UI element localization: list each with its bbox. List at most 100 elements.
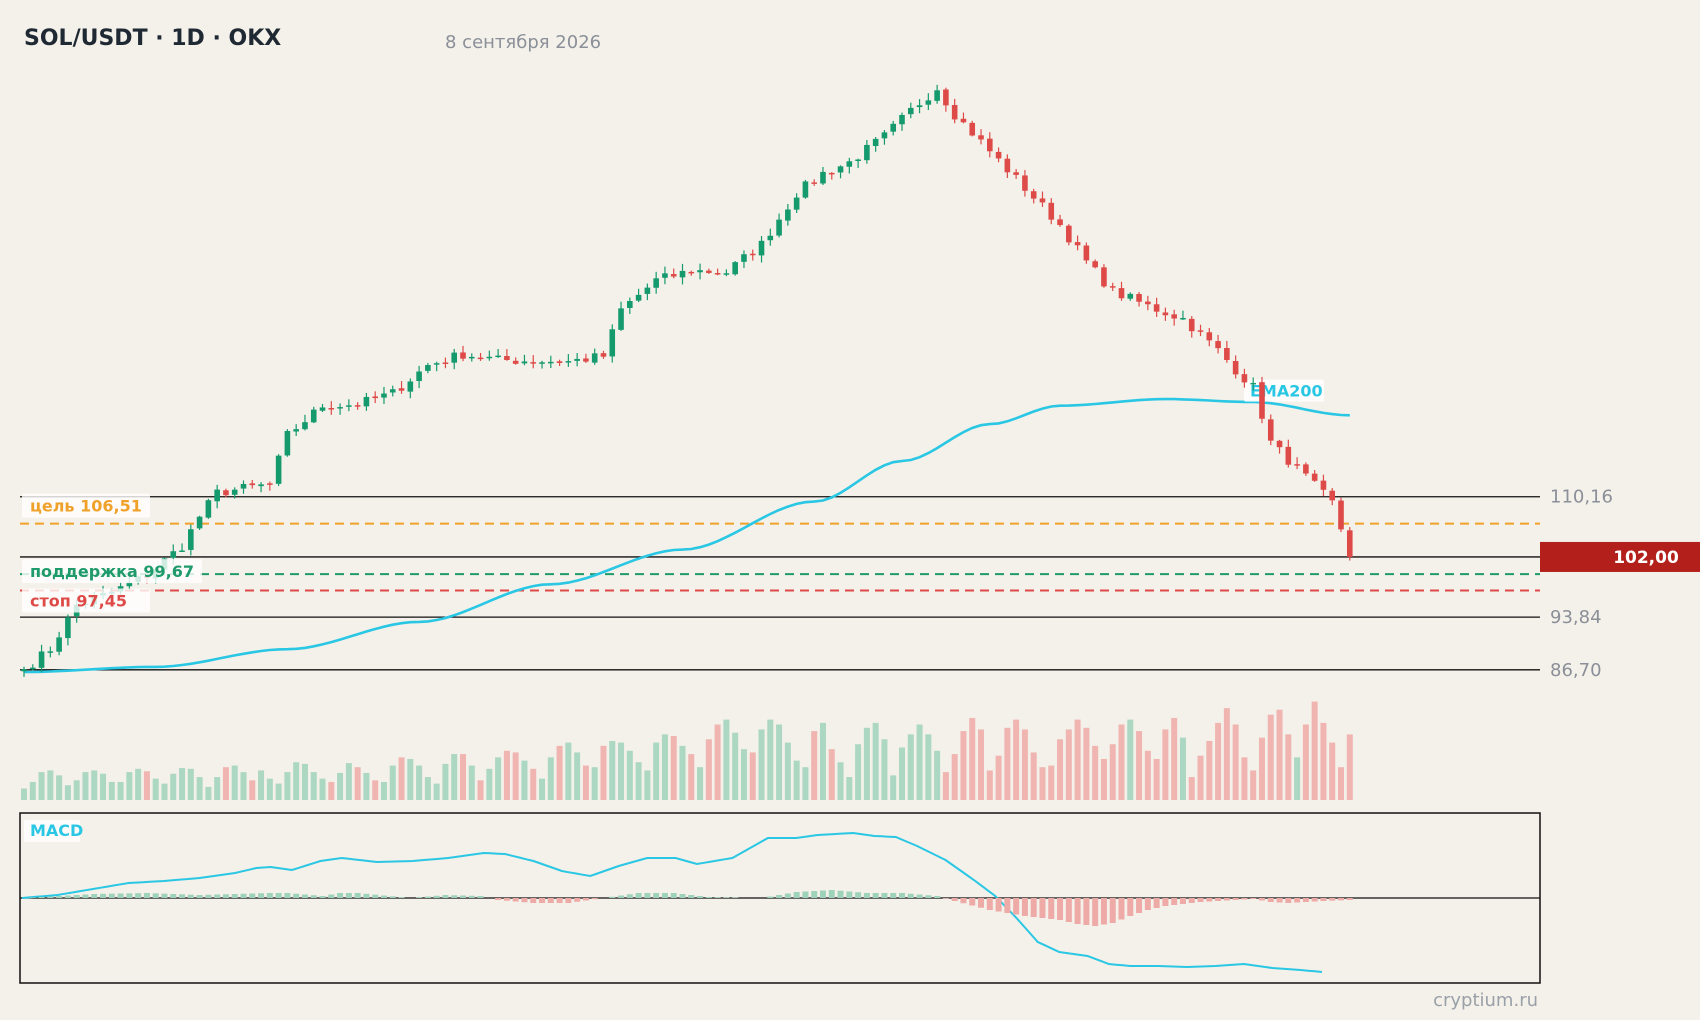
macd-hist-bar [354, 893, 361, 898]
candle-body [1338, 500, 1344, 530]
volume-bar [688, 754, 695, 800]
candle-body [372, 396, 378, 399]
macd-hist-bar [1004, 898, 1011, 913]
candle-body [416, 371, 422, 382]
volume-bar [82, 772, 89, 800]
volume-bar [56, 775, 63, 800]
volume-bar [802, 767, 809, 800]
macd-hist-bar [275, 893, 282, 898]
volume-bar [266, 778, 273, 800]
candle-body [1224, 347, 1230, 360]
macd-hist-bar [108, 893, 115, 898]
macd-hist-bar [442, 895, 449, 898]
macd-hist-bar [117, 893, 124, 898]
candle-body [1171, 314, 1177, 319]
macd-hist-bar [1267, 898, 1274, 902]
volume-bar [942, 772, 949, 800]
volume-bar [503, 750, 510, 800]
candle-body [1267, 419, 1274, 441]
volume-bar [477, 780, 484, 800]
candle-body [1048, 202, 1055, 220]
volume-bar [1153, 758, 1160, 800]
macd-hist-bar [793, 892, 800, 898]
volume-bar [644, 770, 651, 800]
macd-hist-bar [91, 894, 98, 898]
macd-hist-bar [828, 890, 835, 898]
volume-bar [152, 778, 159, 800]
volume-bar [635, 762, 642, 800]
volume-bar [354, 767, 361, 800]
candle-body [1118, 288, 1125, 299]
candle-body [205, 500, 212, 518]
volume-bar [863, 727, 870, 800]
macd-hist-bar [1100, 898, 1107, 925]
volume-bar [1083, 727, 1090, 800]
volume-bar [697, 767, 704, 800]
volume-bar [890, 775, 897, 800]
macd-hist-bar [1276, 898, 1283, 903]
candle-body [521, 361, 528, 364]
macd-hist-bar [214, 894, 221, 898]
support-label: поддержка 99,67 [30, 562, 194, 581]
macd-hist-bar [1338, 898, 1344, 901]
macd-hist-bar [644, 893, 651, 898]
candle-body [969, 122, 976, 136]
candle-body [337, 407, 343, 409]
candle-body [574, 358, 580, 361]
candle-body [1030, 191, 1037, 199]
volume-bar [723, 719, 730, 800]
volume-bar [925, 734, 932, 800]
volume-bar [170, 773, 177, 800]
volume-bar [916, 724, 923, 800]
macd-hist-bar [293, 893, 300, 898]
volume-bar [995, 755, 1002, 800]
macd-panel: MACD [19, 812, 1541, 984]
candle-body [354, 405, 361, 407]
volume-bar [1127, 719, 1134, 800]
candle-body [381, 393, 387, 398]
volume-bar [1004, 727, 1011, 800]
macd-hist-bar [310, 895, 317, 898]
candle-body [188, 529, 194, 550]
candle-body [1259, 382, 1265, 419]
volume-bar [732, 732, 739, 800]
macd-hist-bar [222, 894, 229, 898]
volume-bar [1294, 757, 1301, 800]
volume-bar [1302, 724, 1309, 800]
volume-bar [433, 783, 440, 800]
volume-bar [705, 739, 712, 800]
volume-bar [1092, 745, 1099, 800]
volume-bar [1162, 729, 1169, 800]
macd-hist-bar [301, 894, 308, 898]
ema200-label: EMA200 [1250, 382, 1323, 401]
macd-hist-bar [855, 892, 862, 898]
volume-bar [372, 780, 379, 800]
volume-bar [214, 777, 221, 800]
volume-bar [222, 767, 229, 800]
macd-hist-bar [1179, 898, 1186, 904]
candle-body [679, 270, 686, 278]
macd-hist-bar [170, 894, 177, 898]
macd-hist-bar [337, 893, 344, 898]
volume-bar [21, 788, 27, 800]
volume-bar [521, 760, 528, 800]
candle-body [1303, 464, 1309, 474]
volume-bar [100, 773, 107, 800]
macd-hist-bar [1065, 898, 1072, 922]
candle-body [1320, 480, 1327, 490]
macd-hist-bar [626, 894, 633, 898]
volume-bar [187, 768, 194, 800]
candle-body [214, 489, 220, 502]
volume-bar [951, 754, 958, 800]
candle-body [565, 361, 572, 363]
volume-bar [1320, 722, 1327, 800]
macd-hist-bar [978, 898, 985, 908]
candle-body [635, 294, 642, 301]
candle-body [890, 123, 897, 132]
volume-bar [1030, 752, 1037, 800]
level-lines: 110,16 93,84 86,70 102,00 [20, 487, 1700, 681]
macd-hist-bar [1241, 898, 1248, 900]
candle-body [846, 161, 853, 167]
candle-body [433, 363, 440, 365]
macd-hist-bar [372, 894, 379, 898]
